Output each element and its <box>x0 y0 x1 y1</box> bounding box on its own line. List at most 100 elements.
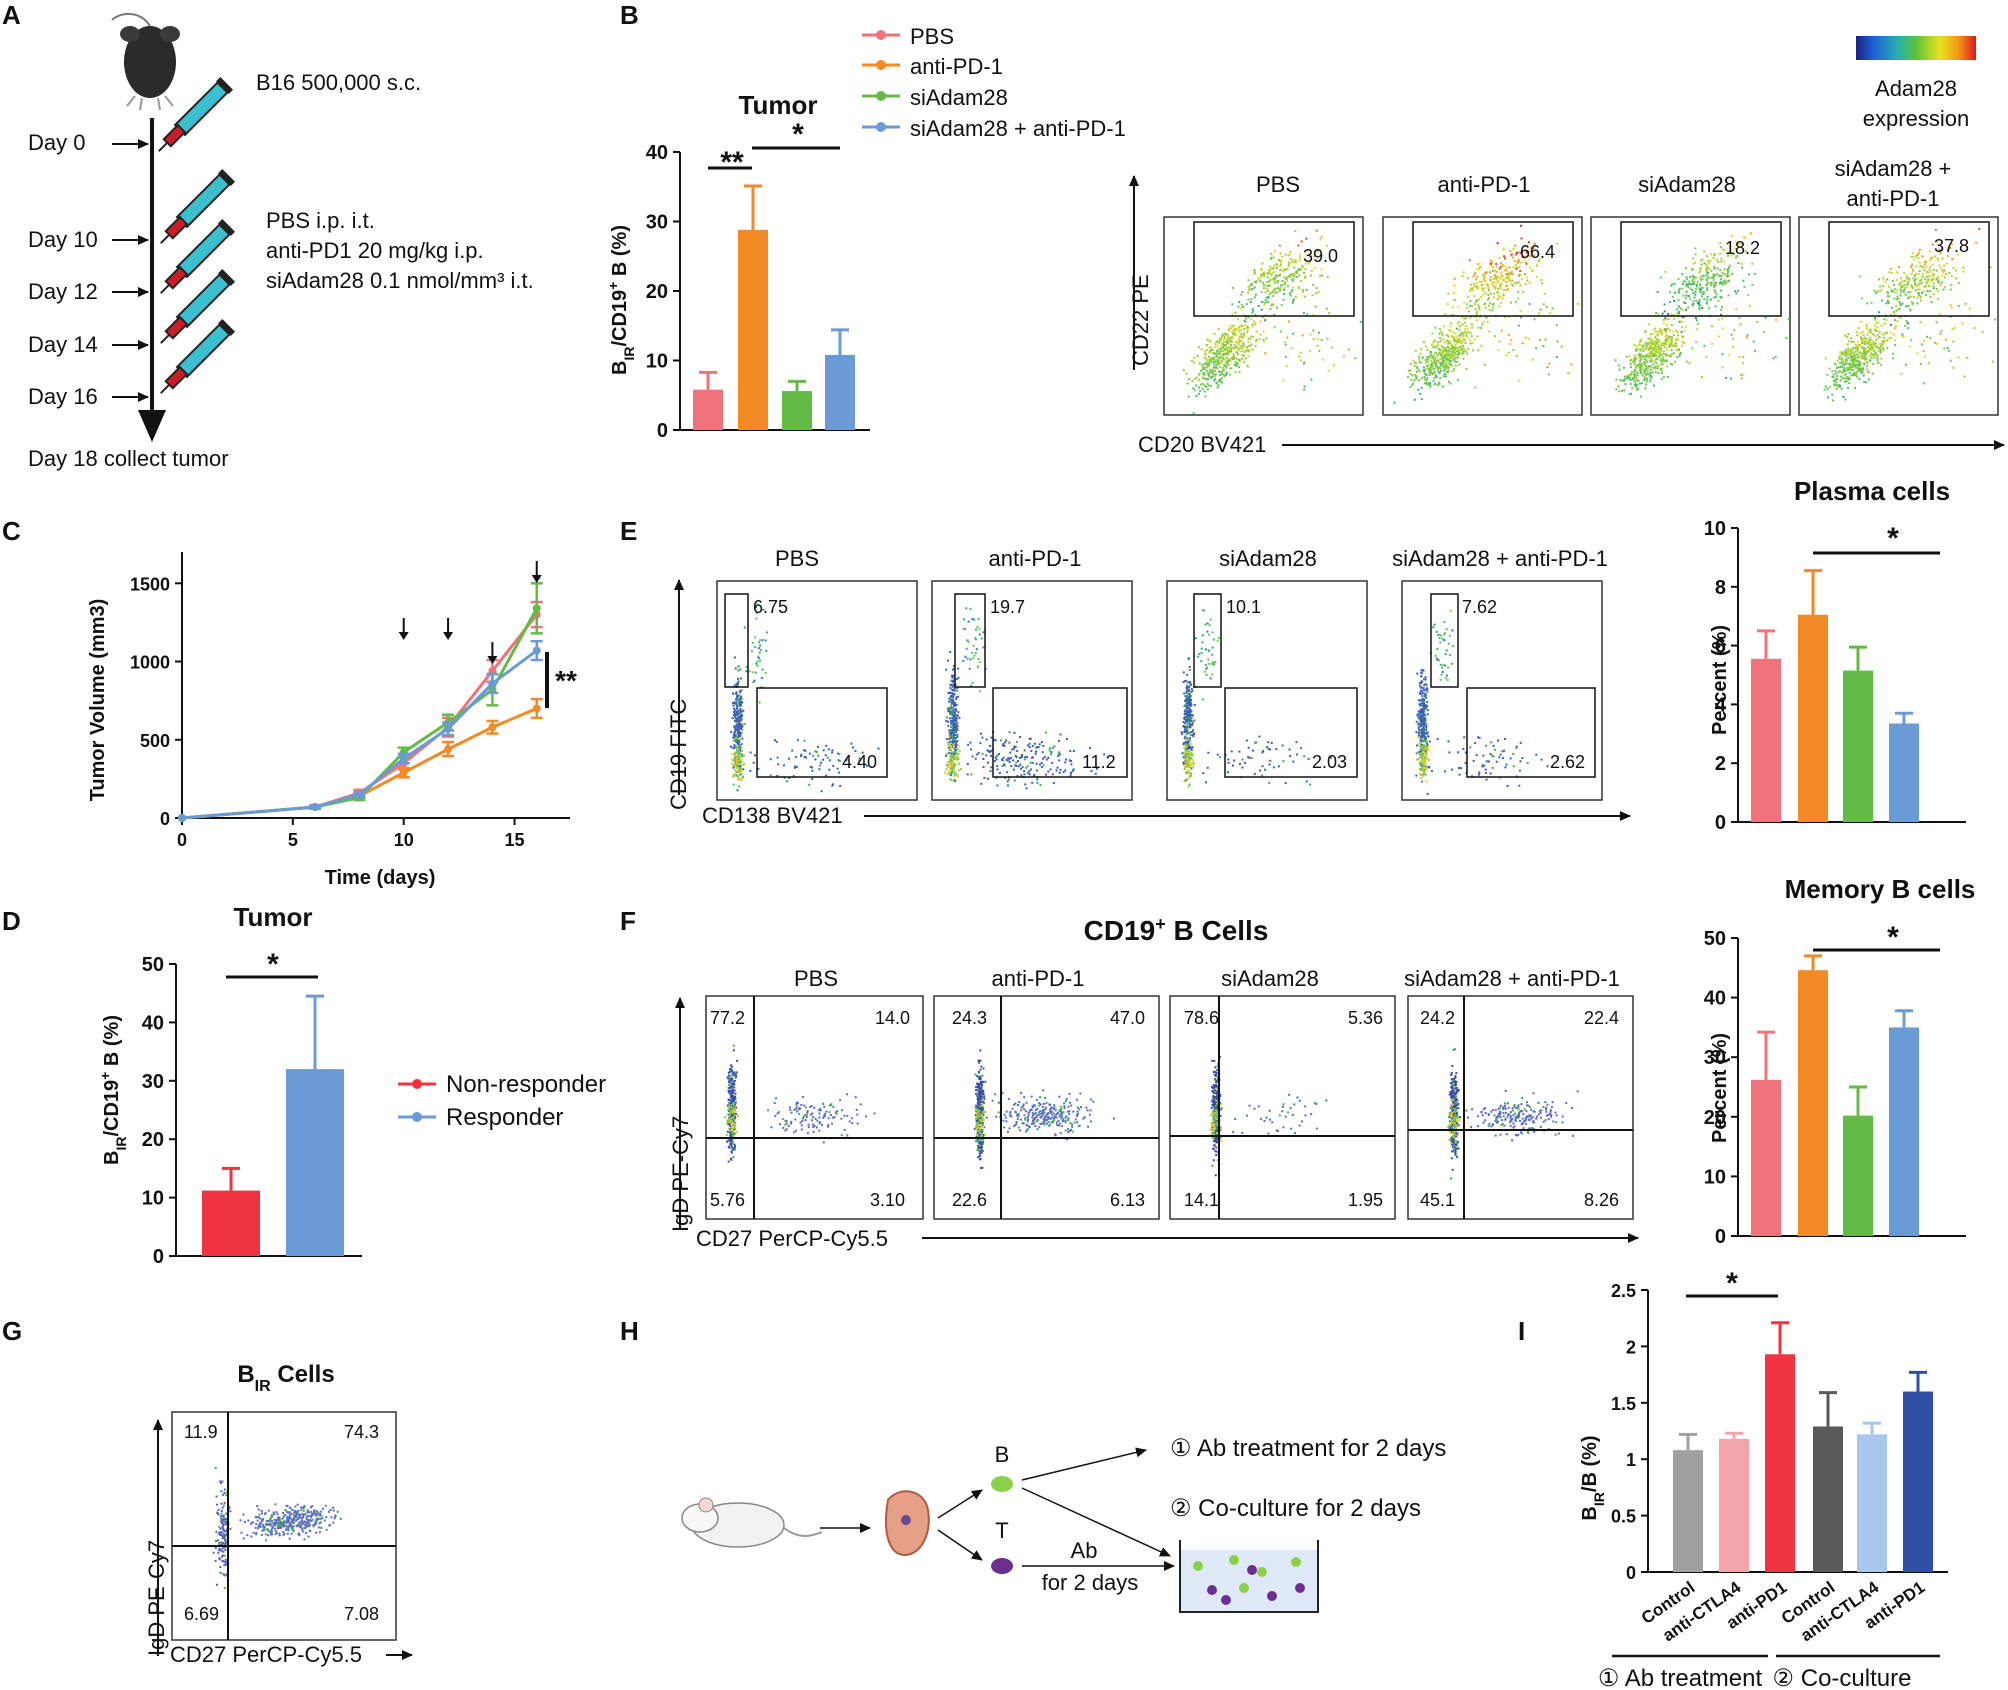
scatter-dot <box>1647 347 1650 350</box>
scatter-dot <box>1463 301 1466 304</box>
scatter-dot <box>1475 312 1478 315</box>
legend-pbs: PBS <box>910 24 954 49</box>
scatter-dot <box>1237 305 1240 308</box>
scatter-dot <box>1839 369 1842 372</box>
scatter-dot <box>1733 329 1736 332</box>
scatter-dot <box>1711 342 1714 345</box>
scatter-dot <box>1910 301 1913 304</box>
scatter-dot <box>949 754 952 757</box>
scatter-dot <box>740 732 743 735</box>
scatter-dot <box>952 719 955 722</box>
scatter-dot <box>1500 329 1503 332</box>
scatter-dot <box>1931 243 1934 246</box>
scatter-dot <box>1512 248 1515 251</box>
scatter-dot <box>1190 714 1193 717</box>
scatter-dot <box>738 710 741 713</box>
scatter-dot <box>1862 367 1865 370</box>
scatter-dot <box>759 639 762 642</box>
scatter-dot <box>1446 334 1449 337</box>
scatter-dot <box>1312 313 1315 316</box>
scatter-dot <box>1710 253 1713 256</box>
scatter-dot <box>1447 354 1450 357</box>
chart-c-ylabel: Tumor Volume (mm3) <box>87 599 109 802</box>
scatter-dot <box>1871 348 1874 351</box>
scatter-dot <box>1853 374 1856 377</box>
scatter-dot <box>1676 338 1679 341</box>
scatter-dot <box>1727 266 1730 269</box>
scatter-dot <box>1660 330 1663 333</box>
scatter-dot <box>1425 364 1428 367</box>
scatter-dot <box>1393 401 1396 404</box>
scatter-dot <box>1423 695 1426 698</box>
scatter-dot <box>950 731 953 734</box>
scatter-dot <box>1747 294 1750 297</box>
scatter-dot <box>1184 703 1187 706</box>
scatter-dot <box>1873 356 1876 359</box>
scatter-dot <box>1734 256 1737 259</box>
scatter-dot <box>1877 321 1880 324</box>
scatter-dot <box>757 767 760 770</box>
scatter-dot <box>1837 366 1840 369</box>
scatter-dot <box>1190 699 1193 702</box>
scatter-dot <box>733 732 736 735</box>
scatter-dot <box>1638 362 1641 365</box>
scatter-dot <box>1871 342 1874 345</box>
scatter-dot <box>1409 386 1412 389</box>
scatter-dot <box>1421 690 1424 693</box>
scatter-dot <box>1721 317 1724 320</box>
scatter-dot <box>1886 295 1889 298</box>
scatter-dot <box>751 671 754 674</box>
scatter-dot <box>1466 327 1469 330</box>
scatter-dot <box>1475 287 1478 290</box>
scatter-dot <box>1241 325 1244 328</box>
scatter-dot <box>1879 351 1882 354</box>
scatter-dot <box>1205 344 1208 347</box>
scatter-dot <box>1297 285 1300 288</box>
scatter-dot <box>954 715 957 718</box>
scatter-dot <box>1650 357 1653 360</box>
scatter-dot <box>1857 361 1860 364</box>
scatter-dot <box>1190 749 1193 752</box>
scatter-dot <box>1303 295 1306 298</box>
scatter-dot <box>1217 384 1220 387</box>
scatter-dot <box>955 736 958 739</box>
scatter-dot <box>1420 702 1423 705</box>
scatter-dot <box>1464 330 1467 333</box>
scatter-dot <box>1420 729 1423 732</box>
day-label-16: Day 16 <box>28 384 98 409</box>
scatter-dot <box>1687 283 1690 286</box>
scatter-dot <box>1861 368 1864 371</box>
scatter-dot <box>950 698 953 701</box>
scatter-dot <box>1235 340 1238 343</box>
scatter-dot <box>1442 363 1445 366</box>
scatter-dot <box>1321 274 1324 277</box>
scatter-dot <box>1207 339 1210 342</box>
scatter-dot <box>1495 282 1498 285</box>
scatter-dot <box>1879 285 1882 288</box>
scatter-dot <box>1094 772 1097 775</box>
scatter-dot <box>1928 268 1931 271</box>
scatter-dot <box>1265 287 1268 290</box>
scatter-dot <box>953 770 956 773</box>
scatter-dot <box>1502 248 1505 251</box>
scatter-dot <box>1539 308 1542 311</box>
scatter-dot <box>1468 259 1471 262</box>
scatter-dot <box>1723 279 1726 282</box>
scatter-dot <box>1421 692 1424 695</box>
scatter-dot <box>1243 319 1246 322</box>
scatter-dot <box>1288 748 1291 751</box>
scatter-dot <box>1871 372 1874 375</box>
scatter-dot <box>1434 362 1437 365</box>
scatter-dot <box>1978 228 1981 231</box>
scatter-dot <box>1447 370 1450 373</box>
scatter-dot <box>1234 363 1237 366</box>
scatter-dot <box>736 729 739 732</box>
scatter-dot <box>1918 270 1921 273</box>
scatter-dot <box>1232 333 1235 336</box>
y-tick-label: 30 <box>142 1071 164 1093</box>
scatter-dot <box>1213 357 1216 360</box>
scatter-dot <box>1450 350 1453 353</box>
scatter-dot <box>1272 276 1275 279</box>
scatter-dot <box>1434 382 1437 385</box>
scatter-dot <box>1439 349 1442 352</box>
